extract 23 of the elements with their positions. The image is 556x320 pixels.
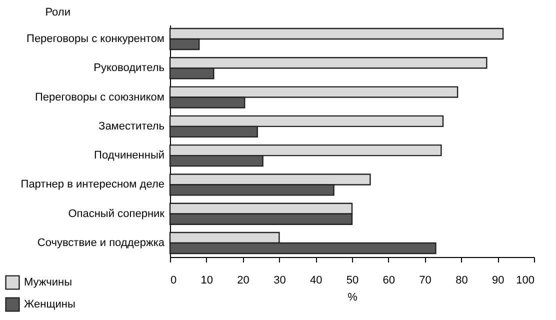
x-tick-label: 40 (310, 274, 322, 286)
y-tick-label: Партнер в интересном деле (20, 178, 164, 191)
y-tick-label: Заместитель (98, 120, 165, 132)
y-tick-label: Переговоры с конкурентом (26, 32, 164, 45)
y-axis-title: Роли (45, 6, 70, 18)
legend-label: Мужчины (24, 276, 72, 288)
y-tick-label: Переговоры с союзником (35, 91, 164, 104)
y-tick-label: Руководитель (94, 62, 165, 74)
y-tick-label: Подчиненный (94, 150, 164, 162)
x-tick-label: 80 (456, 274, 468, 286)
x-tick-label: 50 (346, 274, 359, 286)
x-tick-label: 10 (200, 274, 214, 286)
x-tick-label: 70 (419, 274, 432, 286)
x-tick-label: 60 (382, 274, 396, 286)
x-tick-label: 0 (170, 274, 177, 286)
x-tick-label: 30 (274, 274, 286, 286)
x-tick-label: 100 (516, 274, 534, 286)
legend-label: Женщины (24, 298, 76, 310)
y-tick-label: Сочувствие и поддержка (37, 237, 166, 250)
x-tick-label: 90 (492, 274, 504, 286)
x-axis-title: % (348, 292, 358, 304)
x-tick-label: 20 (237, 274, 250, 286)
y-tick-label: Опасный соперник (68, 208, 165, 220)
